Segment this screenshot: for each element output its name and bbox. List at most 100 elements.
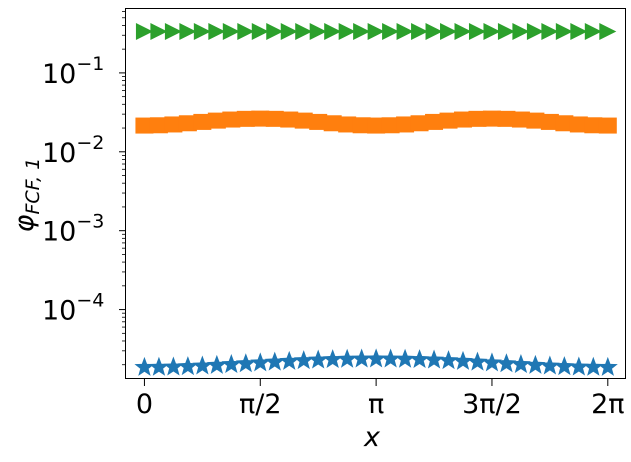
series-0-point-8 (250, 352, 271, 372)
series-2-point-5 (208, 22, 226, 40)
series-2-point-1 (150, 22, 168, 40)
y-axis-label: φFCF, 1 (9, 158, 44, 233)
plot-frame (125, 8, 626, 379)
series-1-point-16 (367, 117, 386, 134)
y-tick-label-1: 10−2 (42, 132, 104, 169)
y-tick-label-0: 10−1 (42, 53, 104, 90)
series-0-point-18 (395, 348, 416, 368)
series-2-point-13 (324, 22, 342, 40)
series-1-point-26 (511, 111, 530, 128)
series-1-point-4 (193, 113, 212, 130)
series-2-point-19 (411, 22, 429, 40)
series-0-point-22 (453, 350, 473, 370)
series-0-point-7 (235, 353, 256, 373)
series-2-point-15 (353, 22, 371, 40)
series-2-point-23 (468, 22, 486, 40)
series-1-point-25 (497, 110, 516, 127)
x-tick-label-0: 0 (136, 389, 153, 420)
series-1-point-3 (178, 115, 197, 132)
series-0-point-21 (438, 350, 459, 370)
series-0-point-15 (351, 348, 372, 368)
series-1-point-5 (207, 112, 226, 129)
series-2-point-8 (251, 22, 269, 40)
series-2-point-21 (440, 22, 458, 40)
series-2-point-31 (584, 22, 602, 40)
series-0-point-30 (568, 356, 589, 376)
series-2-point-11 (295, 22, 313, 40)
series-1-point-12 (309, 113, 328, 130)
series-0-point-26 (510, 354, 531, 374)
series-0-point-2 (163, 356, 184, 376)
x-tick-label-1: π/2 (239, 389, 282, 420)
series-1-point-20 (425, 113, 444, 130)
series-1-point-17 (381, 117, 400, 134)
series-1-point-0 (135, 117, 154, 134)
x-axis: 0 π/2 π 3π/2 2π (136, 379, 625, 420)
series-1-point-32 (598, 117, 617, 134)
series-2-point-27 (526, 22, 544, 40)
series-2-point-20 (425, 22, 443, 40)
y-tick-label-2: 10−3 (42, 211, 104, 248)
series-2-point-12 (309, 22, 327, 40)
series-2-point-26 (512, 22, 530, 40)
series-0-point-1 (148, 356, 169, 376)
series-0-point-28 (539, 355, 560, 375)
series-1-point-6 (222, 111, 241, 128)
series-0-point-10 (279, 350, 300, 370)
series-1-point-2 (164, 116, 183, 133)
series-1-point-24 (482, 110, 501, 127)
series-1-point-31 (584, 117, 603, 134)
series-1-point-7 (236, 110, 255, 127)
y-axis: 10−1 10−2 10−3 10−4 (42, 11, 126, 366)
series-2-point-0 (135, 22, 153, 40)
series-2-point-2 (164, 22, 182, 40)
series-2-point-4 (193, 22, 211, 40)
series-1-point-19 (410, 115, 429, 132)
series-2-point-29 (555, 22, 573, 40)
series-2-point-22 (454, 22, 472, 40)
series-0-point-16 (366, 348, 387, 368)
series-1-point-14 (338, 116, 357, 133)
series-2-point-6 (222, 22, 240, 40)
series-2-point-25 (497, 22, 515, 40)
series-2-point-9 (266, 22, 284, 40)
series-0-point-12 (308, 349, 329, 369)
series-1-point-1 (149, 117, 168, 134)
series-0-point-20 (424, 349, 445, 369)
series-2-point-18 (396, 22, 414, 40)
series-0-point-14 (337, 348, 358, 368)
series-1-point-10 (280, 111, 299, 128)
series-0-point-29 (554, 356, 575, 376)
series-1-point-15 (352, 117, 371, 134)
x-axis-label: x (363, 422, 381, 453)
x-tick-label-2: π (368, 389, 384, 420)
series-0-point-4 (192, 355, 213, 375)
series-1-point-11 (294, 112, 313, 129)
series-1-point-18 (396, 116, 415, 133)
series-2-point-3 (179, 22, 197, 40)
x-tick-label-3: 3π/2 (462, 389, 522, 420)
series-2-point-17 (382, 22, 400, 40)
series-0-point-6 (221, 354, 242, 374)
series-1-point-30 (569, 116, 588, 133)
series-0-point-32 (597, 356, 618, 376)
series-0-point-9 (264, 351, 285, 371)
series-1-point-23 (468, 110, 487, 127)
series-2-point-28 (541, 22, 559, 40)
series-2-point-24 (483, 22, 501, 40)
series-1-point-8 (251, 110, 270, 127)
series-0-point-0 (134, 356, 155, 376)
series-0-point-27 (525, 354, 546, 374)
series-0-point-31 (583, 356, 604, 376)
series-0-point-5 (206, 354, 227, 374)
plot-marks (134, 22, 618, 376)
series-0-point-13 (322, 349, 343, 369)
series-1-point-13 (323, 115, 342, 132)
series-0-point-23 (467, 351, 488, 371)
series-0-point-19 (409, 349, 430, 369)
series-0-point-17 (380, 348, 401, 368)
y-tick-label-3: 10−4 (42, 290, 104, 327)
x-tick-label-4: 2π (591, 389, 624, 420)
series-0-point-25 (496, 353, 517, 373)
